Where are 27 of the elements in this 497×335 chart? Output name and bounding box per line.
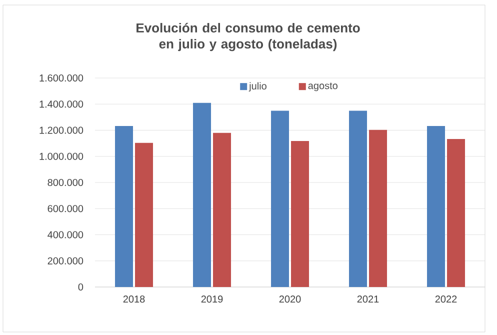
y-tick-label: 1.400.000	[40, 100, 84, 108]
y-tick-label: 200.000	[48, 257, 84, 264]
y-tick-label: 1.200.000	[40, 126, 84, 134]
x-tick-label: 2018	[123, 296, 145, 303]
bar	[115, 126, 134, 287]
y-tick-label: 1.600.000	[40, 74, 84, 82]
x-tick-label: 2020	[279, 296, 301, 303]
y-tick-label: 1.000.000	[40, 152, 84, 160]
y-tick-label: 800.000	[48, 178, 84, 186]
bar	[271, 110, 290, 287]
x-tick-label: 2022	[435, 296, 457, 303]
legend-label: julio	[248, 82, 266, 92]
bar	[427, 126, 446, 287]
bar	[193, 102, 212, 287]
legend-label: agosto	[308, 82, 338, 92]
y-tick-label: 600.000	[48, 205, 84, 212]
bar	[349, 110, 368, 287]
bar	[447, 139, 466, 287]
x-tick-label: 2019	[201, 296, 223, 303]
x-tick-label: 2021	[357, 296, 379, 303]
bar	[291, 140, 310, 287]
bar	[213, 132, 232, 287]
chart-title: Evolución del consumo de cemento en julio y agosto (toneladas)	[136, 22, 360, 52]
bar	[369, 130, 388, 287]
bar	[135, 142, 154, 287]
y-tick-label: 0	[78, 283, 84, 291]
y-tick-label: 400.000	[48, 231, 84, 238]
